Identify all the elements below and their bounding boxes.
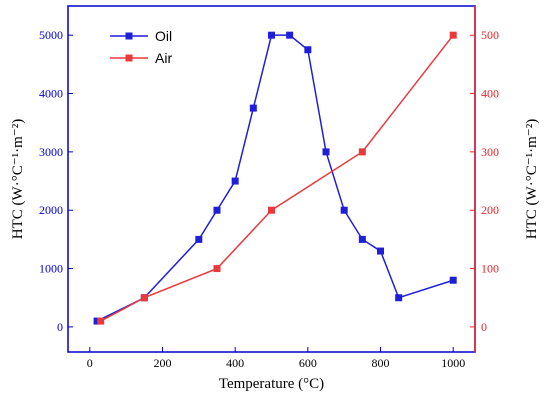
air-data-point <box>268 206 275 214</box>
air-data-point <box>449 31 457 39</box>
oil-data-point <box>340 206 348 214</box>
oil-data-point <box>286 31 294 39</box>
legend: Oil Air <box>110 28 172 66</box>
x-tick-label: 0 <box>87 356 93 370</box>
left-y-tick-label: 3000 <box>39 145 63 159</box>
oil-data-point <box>195 235 203 243</box>
right-y-tick-label: 400 <box>481 87 499 101</box>
legend-air-label: Air <box>155 50 172 66</box>
air-series-line <box>100 34 454 322</box>
series-layer <box>93 31 457 325</box>
air-data-point <box>140 294 148 302</box>
air-data-point <box>213 265 221 273</box>
oil-data-point <box>268 31 275 39</box>
oil-data-point <box>249 104 257 112</box>
axes-layer: 0 200 400 600 800 1000 0 1000 2000 3000 4000 5000 0 1… <box>10 6 540 392</box>
left-y-tick-label: 4000 <box>39 87 63 101</box>
air-data-point <box>97 317 105 325</box>
x-tick-label: 400 <box>226 356 244 370</box>
oil-series-line <box>96 34 454 322</box>
legend-air-marker <box>125 54 133 62</box>
left-y-tick-label: 5000 <box>39 28 63 42</box>
right-y-tick-label: 100 <box>481 262 499 276</box>
x-axis-label: Temperature (°C) <box>219 376 324 392</box>
oil-data-point <box>358 235 366 243</box>
oil-data-point <box>377 247 385 255</box>
oil-data-point <box>322 148 330 156</box>
right-y-tick-label: 300 <box>481 145 499 159</box>
right-y-tick-label: 200 <box>481 203 499 217</box>
x-tick-label: 200 <box>153 356 171 370</box>
air-data-point <box>358 148 366 156</box>
left-y-tick-label: 1000 <box>39 262 63 276</box>
oil-data-point <box>449 276 457 284</box>
right-y-axis-label: HTC (W·°C⁻¹·m⁻²) <box>524 119 540 239</box>
oil-data-point <box>231 177 239 185</box>
oil-data-point <box>395 294 403 302</box>
left-y-axis-label: HTC (W·°C⁻¹·m⁻²) <box>10 119 26 239</box>
legend-oil-label: Oil <box>155 28 172 44</box>
left-y-tick-label: 2000 <box>39 203 63 217</box>
left-y-tick-label: 0 <box>57 320 63 334</box>
x-tick-label: 600 <box>299 356 317 370</box>
right-y-tick-label: 0 <box>481 320 487 334</box>
x-tick-label: 1000 <box>441 356 465 370</box>
right-y-tick-label: 500 <box>481 28 499 42</box>
oil-data-point <box>213 206 221 214</box>
legend-oil-marker <box>125 32 133 40</box>
oil-data-point <box>93 317 101 325</box>
oil-data-point <box>304 46 312 54</box>
x-tick-label: 800 <box>372 356 390 370</box>
